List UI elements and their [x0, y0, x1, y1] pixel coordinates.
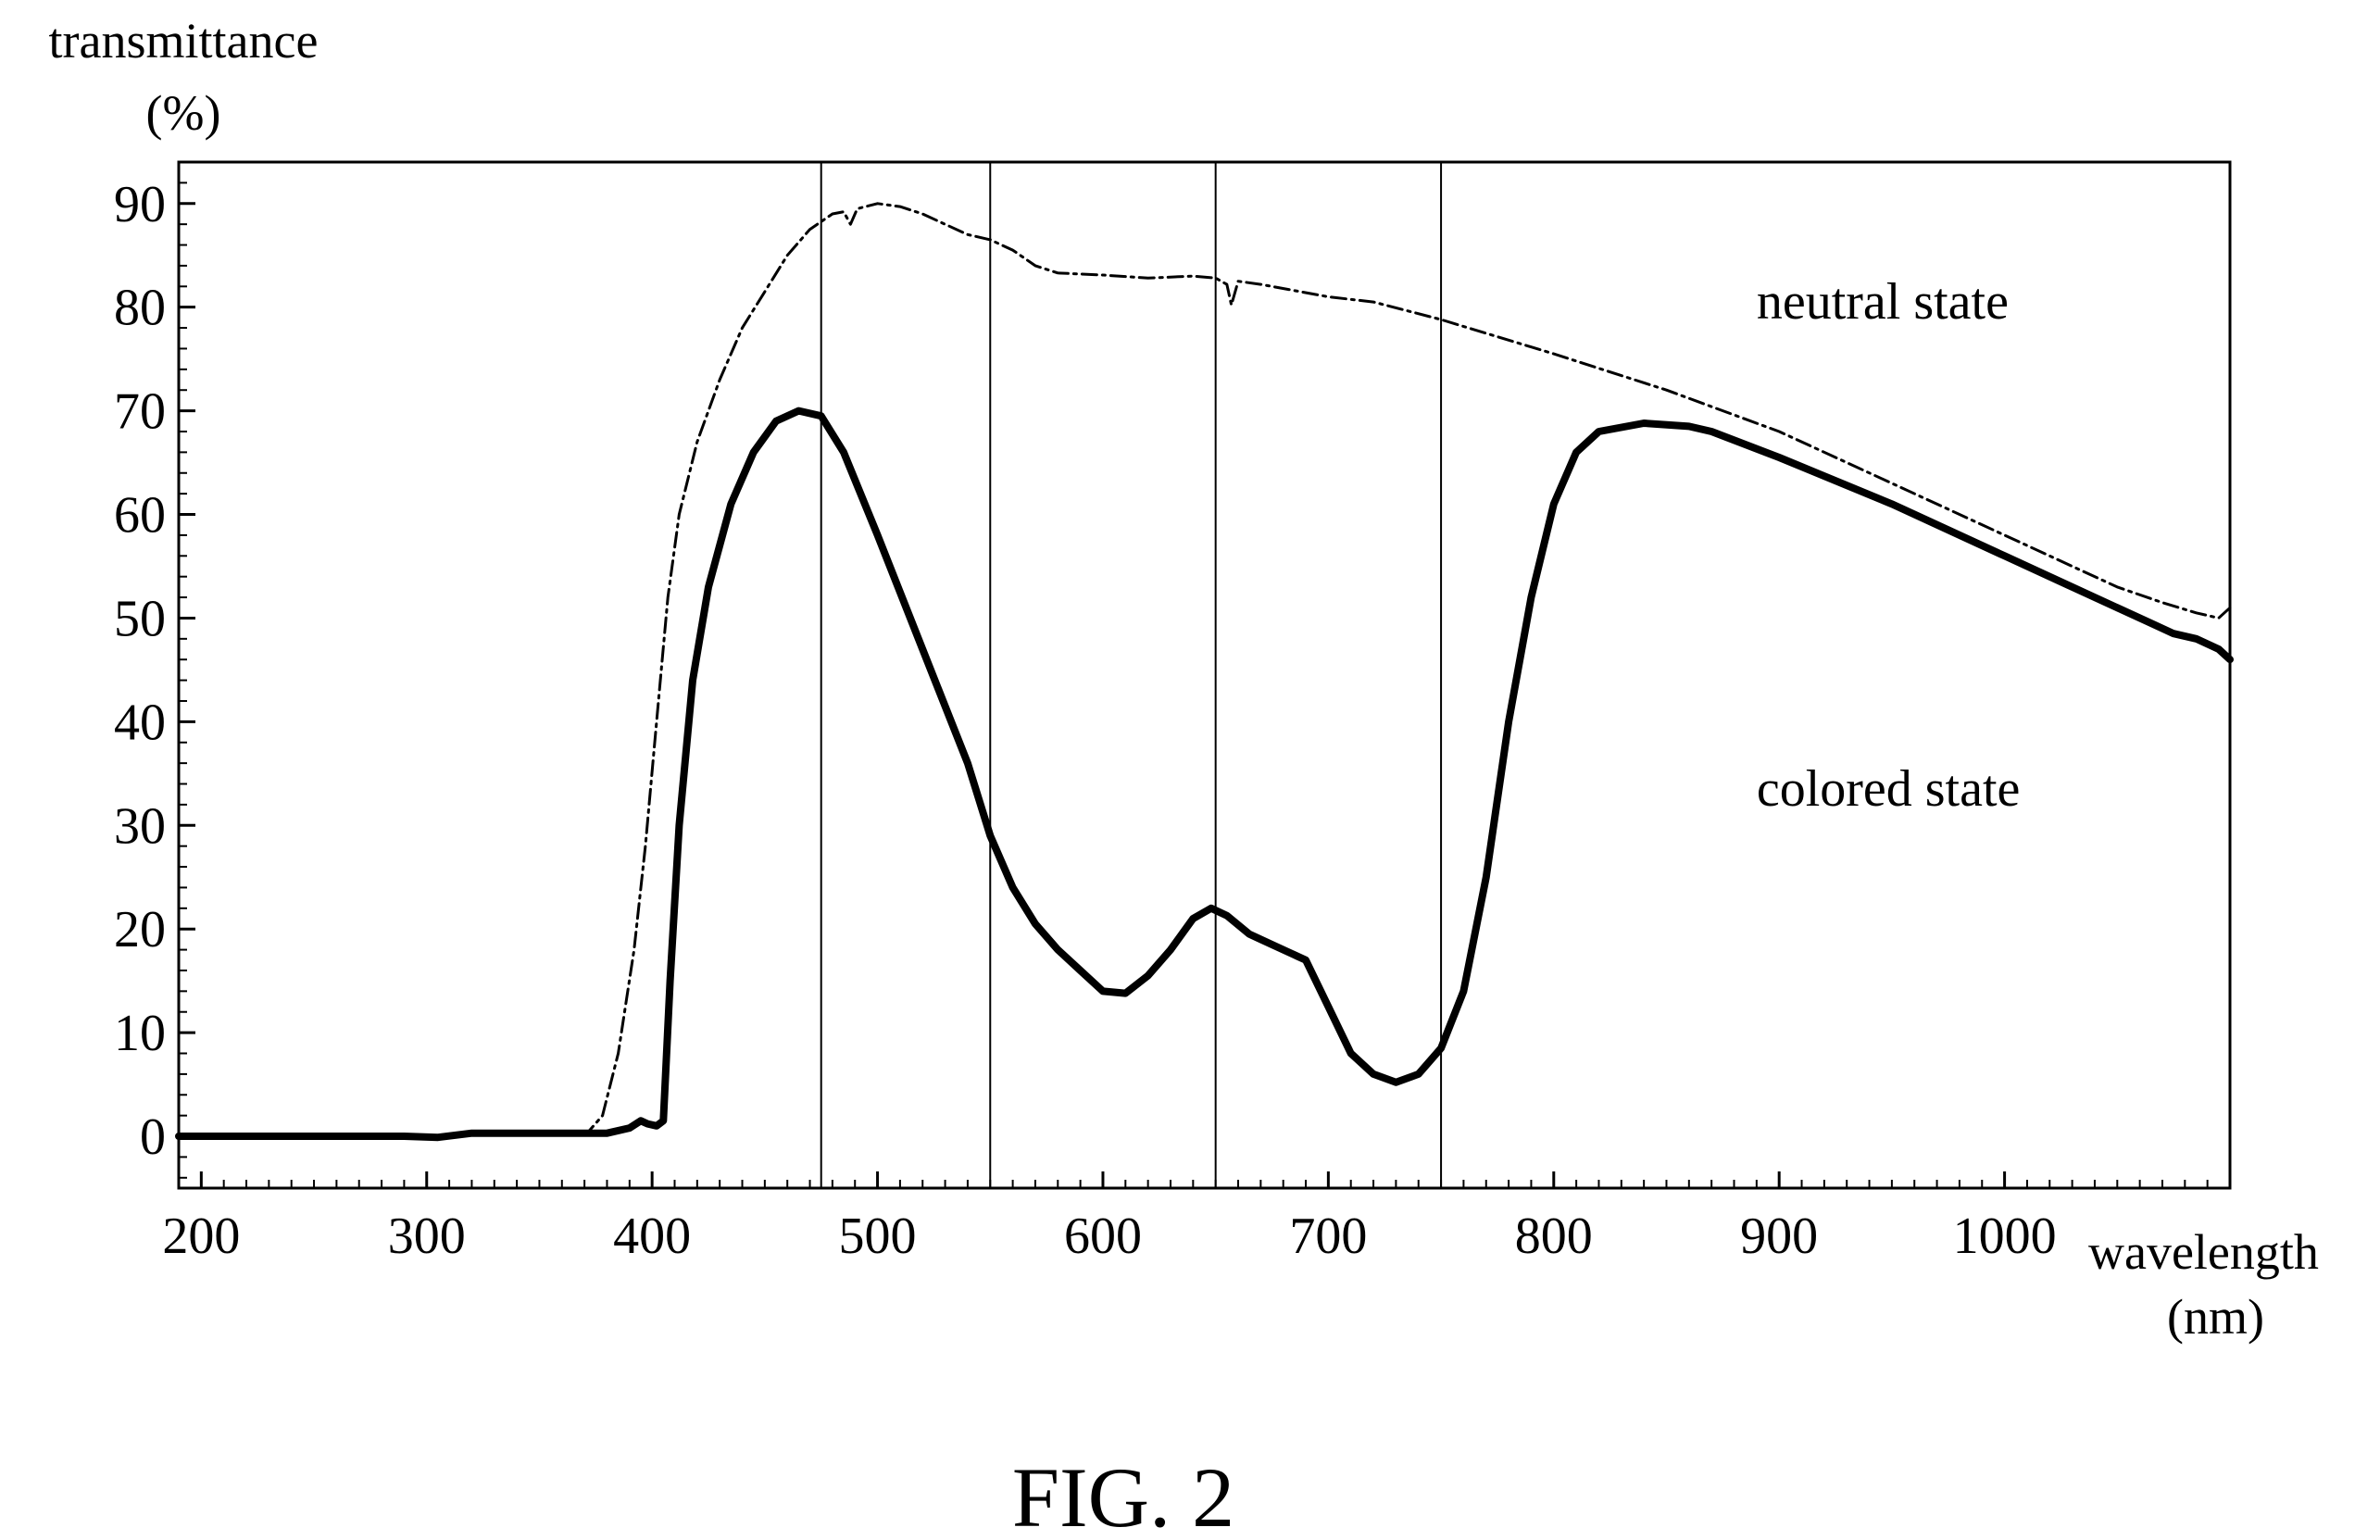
- y-axis-title-line2: (%): [146, 85, 221, 141]
- x-tick-label: 800: [1515, 1208, 1593, 1265]
- neutral-state-line: [177, 202, 2232, 1138]
- series-lines: [175, 202, 2234, 1142]
- x-tick-label: 700: [1289, 1208, 1367, 1265]
- y-tick-label: 0: [140, 1108, 166, 1166]
- x-tick-label: 600: [1064, 1208, 1142, 1265]
- x-axis-title-line1: wavelength: [2088, 1224, 2319, 1280]
- x-tick-label: 900: [1740, 1208, 1818, 1265]
- x-tick-label: 200: [162, 1208, 240, 1265]
- neutral-state-label: neutral state: [1757, 273, 2009, 331]
- axis-ticks: [179, 182, 2209, 1188]
- y-axis-title-line1: transmittance: [49, 13, 319, 69]
- y-tick-label: 70: [114, 383, 166, 441]
- y-tick-label: 20: [114, 901, 166, 958]
- y-tick-label: 30: [114, 797, 166, 855]
- x-tick-label: 300: [388, 1208, 466, 1265]
- reference-lines: [820, 162, 1443, 1188]
- colored-state-line: [175, 407, 2234, 1142]
- x-tick-label: 500: [839, 1208, 917, 1265]
- tick-labels: 200 300 400 500 600 700 800 900 1000 0 10 20 30 40 50 6…: [114, 176, 2057, 1265]
- y-tick-label: 90: [114, 176, 166, 233]
- y-tick-label: 80: [114, 280, 166, 337]
- y-tick-label: 40: [114, 694, 166, 751]
- y-tick-label: 50: [114, 590, 166, 647]
- colored-state-label: colored state: [1757, 760, 2021, 818]
- figure-caption: FIG. 2: [1012, 1450, 1234, 1540]
- x-tick-label: 1000: [1953, 1208, 2057, 1265]
- x-axis-title-line2: (nm): [2167, 1289, 2264, 1345]
- plot-frame: [177, 160, 2232, 1190]
- y-tick-label: 10: [114, 1005, 166, 1062]
- y-tick-label: 60: [114, 487, 166, 545]
- x-tick-label: 400: [613, 1208, 691, 1265]
